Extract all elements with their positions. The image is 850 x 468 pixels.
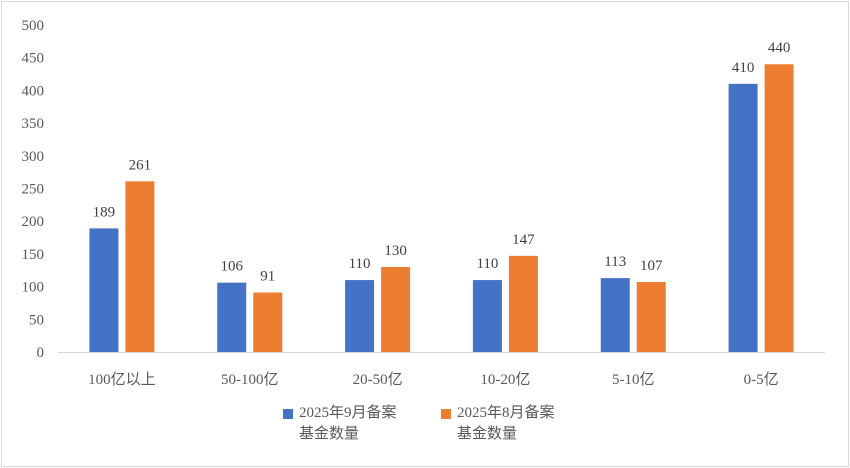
bar — [600, 278, 630, 352]
legend-label: 2025年8月备案 — [457, 405, 555, 421]
bar — [89, 228, 119, 352]
data-label: 261 — [129, 157, 152, 173]
x-tick-label: 50-100亿 — [221, 371, 279, 388]
y-tick-label: 150 — [22, 247, 45, 263]
bar — [125, 181, 155, 352]
bar — [472, 280, 502, 352]
data-label: 440 — [768, 40, 791, 56]
x-tick-label: 100亿以上 — [88, 371, 156, 388]
y-tick-label: 0 — [37, 345, 45, 361]
y-tick-label: 250 — [22, 182, 45, 198]
y-tick-label: 350 — [22, 116, 45, 132]
bar — [508, 255, 538, 352]
x-tick-label: 10-20亿 — [480, 371, 530, 388]
legend-swatch-september — [283, 409, 293, 419]
data-label: 147 — [512, 232, 535, 248]
y-tick-label: 400 — [22, 83, 45, 99]
data-label: 113 — [604, 254, 626, 270]
data-label: 110 — [476, 256, 498, 272]
x-tick-label: 5-10亿 — [612, 371, 655, 388]
bar — [764, 64, 794, 353]
legend-item-august: 2025年8月备案 基金数量 — [441, 403, 555, 445]
data-label: 130 — [384, 243, 407, 259]
y-tick-label: 450 — [22, 51, 45, 67]
bar — [728, 83, 758, 353]
y-tick-label: 50 — [29, 312, 44, 328]
bar — [253, 292, 283, 352]
x-tick-label: 0-5亿 — [744, 371, 779, 388]
bar — [217, 282, 247, 352]
y-tick-label: 200 — [22, 214, 45, 230]
data-label: 107 — [640, 258, 663, 274]
legend-label: 2025年9月备案 — [299, 405, 397, 421]
y-tick-label: 500 — [22, 18, 45, 34]
y-tick-label: 300 — [22, 149, 45, 165]
bar — [345, 280, 375, 352]
data-label: 189 — [93, 204, 116, 220]
data-label: 106 — [221, 259, 244, 275]
data-label: 410 — [732, 60, 755, 76]
x-tick-label: 20-50亿 — [353, 371, 403, 388]
data-label: 91 — [260, 268, 275, 284]
legend-label: 基金数量 — [299, 426, 360, 442]
legend-item-september: 2025年9月备案 基金数量 — [283, 403, 397, 445]
y-tick-label: 100 — [22, 280, 45, 296]
legend-label: 基金数量 — [457, 426, 518, 442]
legend-swatch-august — [441, 409, 451, 419]
bar — [636, 282, 666, 352]
data-label: 110 — [349, 256, 371, 272]
bar — [381, 266, 411, 352]
